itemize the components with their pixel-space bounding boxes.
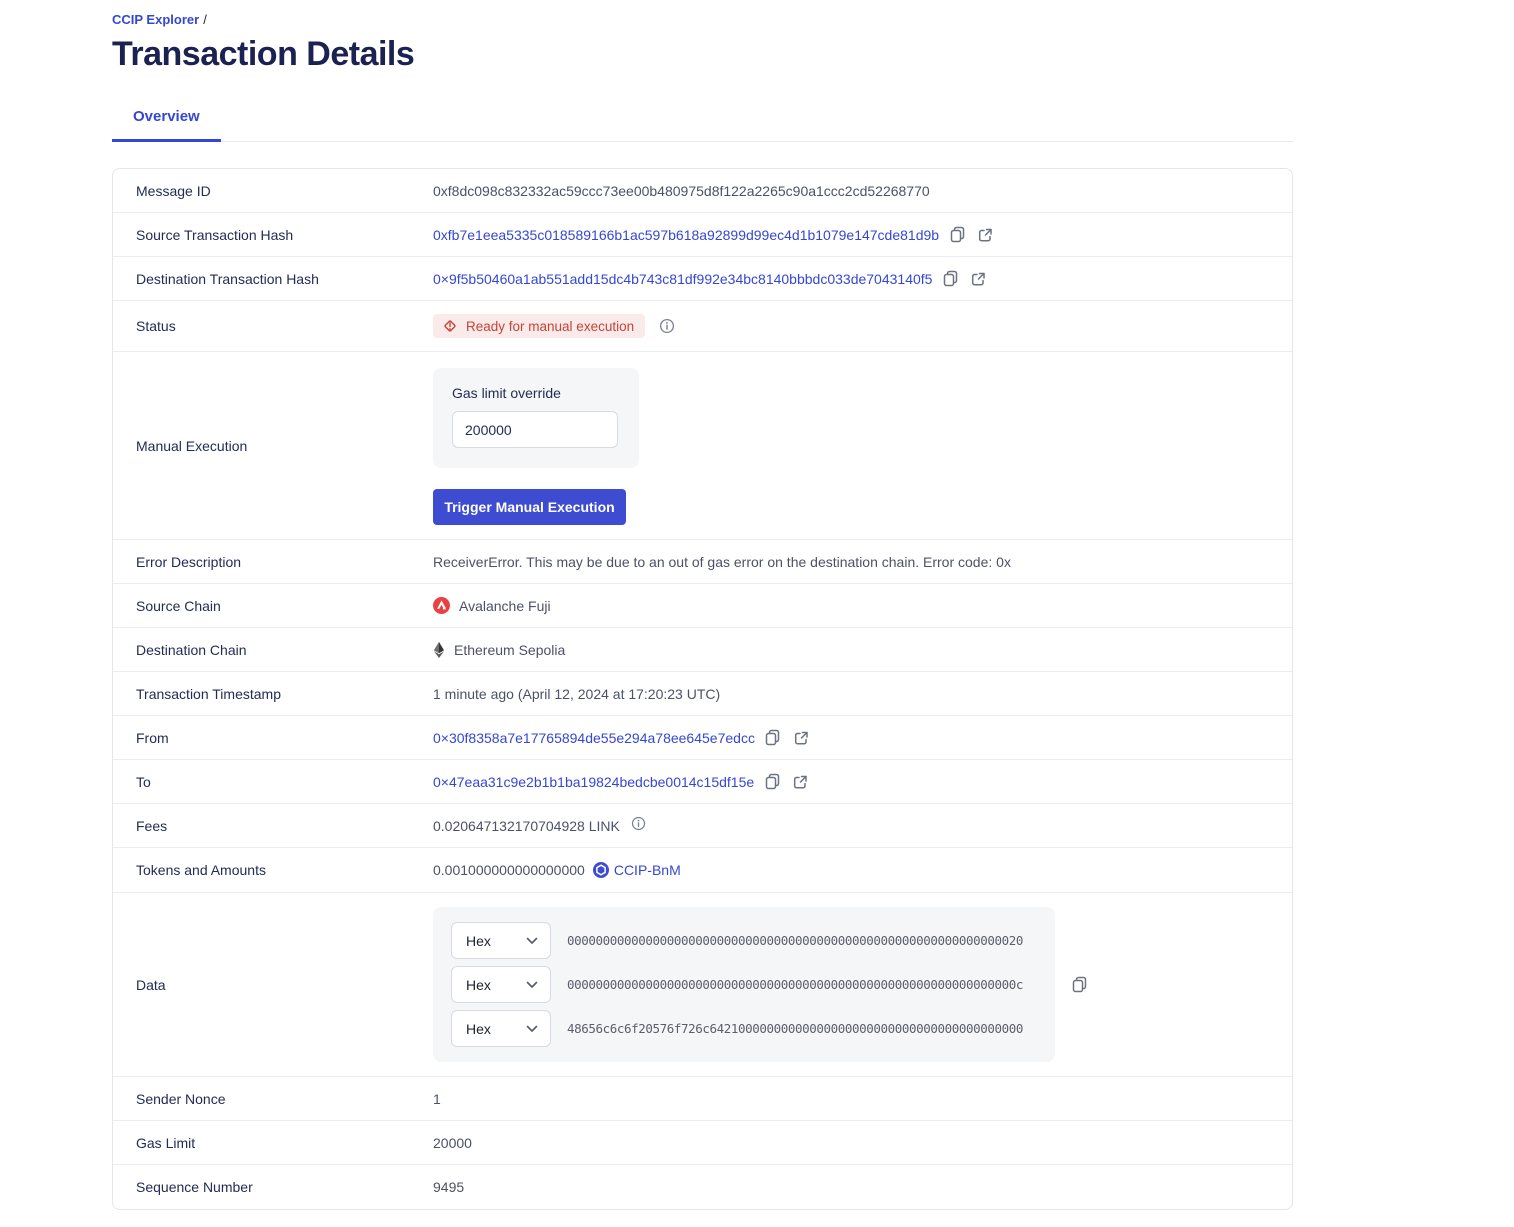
sequence-number-label: Sequence Number [136,1179,253,1195]
gas-limit-value: 20000 [433,1134,472,1151]
data-format-select[interactable]: Hex [451,1010,551,1047]
external-link-icon[interactable] [791,728,811,748]
table-row-gas-limit: Gas Limit 20000 [113,1121,1292,1165]
dest-chain-value: Ethereum Sepolia [454,641,566,658]
dest-chain-label: Destination Chain [136,641,247,658]
data-format-value: Hex [466,976,491,993]
tab-overview[interactable]: Overview [112,108,221,142]
ethereum-icon [434,641,444,658]
chevron-down-icon [526,1025,538,1032]
gas-limit-override-label: Gas limit override [452,385,561,401]
avalanche-icon [433,597,450,614]
table-row-from: From 0×30f8358a7e17765894de55e294a78ee64… [113,716,1292,760]
status-badge-text: Ready for manual execution [466,318,635,334]
from-label: From [136,729,169,746]
external-link-icon[interactable] [975,225,995,245]
table-row-fees: Fees 0.020647132170704928 LINK [113,804,1292,848]
transaction-details-table: Message ID 0xf8dc098c832332ac59ccc73ee00… [112,168,1293,1210]
table-row-sender-nonce: Sender Nonce 1 [113,1077,1292,1121]
status-badge: Ready for manual execution [433,314,646,338]
error-description-label: Error Description [136,553,242,570]
chevron-down-icon [526,981,538,988]
trigger-manual-execution-button[interactable]: Trigger Manual Execution [433,489,626,525]
to-label: To [136,773,151,790]
token-amount: 0.001000000000000000 [433,862,585,878]
token-link[interactable]: CCIP-BnM [592,862,681,878]
dest-tx-hash-label: Destination Transaction Hash [136,270,319,287]
copy-icon[interactable] [947,225,967,245]
data-format-select[interactable]: Hex [451,966,551,1003]
sender-nonce-value: 1 [433,1090,441,1107]
info-icon[interactable] [629,814,649,834]
data-label: Data [136,976,166,993]
fees-value: 0.020647132170704928 LINK [433,817,620,834]
data-format-value: Hex [466,1020,491,1037]
breadcrumb-ccip-explorer-link[interactable]: CCIP Explorer [112,12,200,27]
data-format-value: Hex [466,932,491,949]
warning-diamond-icon [444,320,456,332]
table-row-manual-execution: Manual Execution Gas limit override Trig… [113,352,1292,540]
table-row-dest-tx-hash: Destination Transaction Hash 0×9f5b50460… [113,257,1292,301]
sequence-number-value: 9495 [433,1179,465,1195]
tokens-label: Tokens and Amounts [136,862,266,878]
status-label: Status [136,318,176,334]
copy-icon[interactable] [763,728,783,748]
data-format-select[interactable]: Hex [451,922,551,959]
source-tx-hash-link[interactable]: 0xfb7e1eea5335c018589166b1ac597b618a9289… [433,226,940,243]
data-hex-value: 0000000000000000000000000000000000000000… [567,933,1024,948]
tab-bar: Overview [112,108,1293,142]
source-chain-label: Source Chain [136,597,221,614]
table-row-status: Status Ready for manual execution [113,301,1292,352]
table-row-to: To 0×47eaa31c9e2b1b1ba19824bedcbe0014c15… [113,760,1292,804]
gas-limit-label: Gas Limit [136,1134,196,1151]
page-title: Transaction Details [112,35,415,73]
source-tx-hash-label: Source Transaction Hash [136,226,294,243]
timestamp-label: Transaction Timestamp [136,685,281,702]
data-hex-value: 0000000000000000000000000000000000000000… [567,977,1024,992]
data-line: Hex 000000000000000000000000000000000000… [451,966,1037,1003]
data-hex-value: 48656c6c6f20576f726c64210000000000000000… [567,1021,1024,1036]
from-address-link[interactable]: 0×30f8358a7e17765894de55e294a78ee645e7ed… [433,729,755,746]
copy-icon[interactable] [940,269,960,289]
external-link-icon[interactable] [790,772,810,792]
chevron-down-icon [526,937,538,944]
timestamp-value: 1 minute ago (April 12, 2024 at 17:20:23… [433,685,721,702]
table-row-dest-chain: Destination Chain Ethereum Sepolia [113,628,1292,672]
table-row-source-chain: Source Chain Avalanche Fuji [113,584,1292,628]
to-address-link[interactable]: 0×47eaa31c9e2b1b1ba19824bedcbe0014c15df1… [433,773,755,790]
manual-execution-label: Manual Execution [136,437,248,454]
table-row-timestamp: Transaction Timestamp 1 minute ago (Apri… [113,672,1292,716]
message-id-label: Message ID [136,182,211,199]
copy-icon[interactable] [762,772,782,792]
copy-icon[interactable] [1069,975,1089,995]
source-chain-value: Avalanche Fuji [459,597,551,614]
sender-nonce-label: Sender Nonce [136,1090,226,1107]
table-row-data: Data Hex 0000000000000000000000000000000… [113,893,1292,1077]
dest-tx-hash-link[interactable]: 0×9f5b50460a1ab551add15dc4b743c81df992e3… [433,270,933,287]
gas-limit-override-panel: Gas limit override [433,368,639,468]
table-row-tokens: Tokens and Amounts 0.001000000000000000 … [113,848,1292,893]
error-description-value: ReceiverError. This may be due to an out… [433,553,1011,570]
token-name: CCIP-BnM [613,862,681,878]
gas-limit-override-input[interactable] [452,411,618,448]
info-icon[interactable] [657,316,677,336]
transaction-details-page: CCIP Explorer / Transaction Details Overv… [112,0,1293,1210]
breadcrumb-separator: / [203,12,207,27]
table-row-message-id: Message ID 0xf8dc098c832332ac59ccc73ee00… [113,169,1292,213]
data-panel: Hex 000000000000000000000000000000000000… [433,907,1055,1062]
fees-label: Fees [136,817,168,834]
table-row-error-description: Error Description ReceiverError. This ma… [113,540,1292,584]
data-line: Hex 000000000000000000000000000000000000… [451,922,1037,959]
ccip-token-icon [592,862,609,878]
data-line: Hex 48656c6c6f20576f726c6421000000000000… [451,1010,1037,1047]
table-row-sequence-number: Sequence Number 9495 [113,1165,1292,1209]
external-link-icon[interactable] [968,269,988,289]
table-row-source-tx-hash: Source Transaction Hash 0xfb7e1eea5335c0… [113,213,1292,257]
message-id-value: 0xf8dc098c832332ac59ccc73ee00b480975d8f1… [433,182,930,199]
breadcrumb: CCIP Explorer / [112,0,1293,27]
